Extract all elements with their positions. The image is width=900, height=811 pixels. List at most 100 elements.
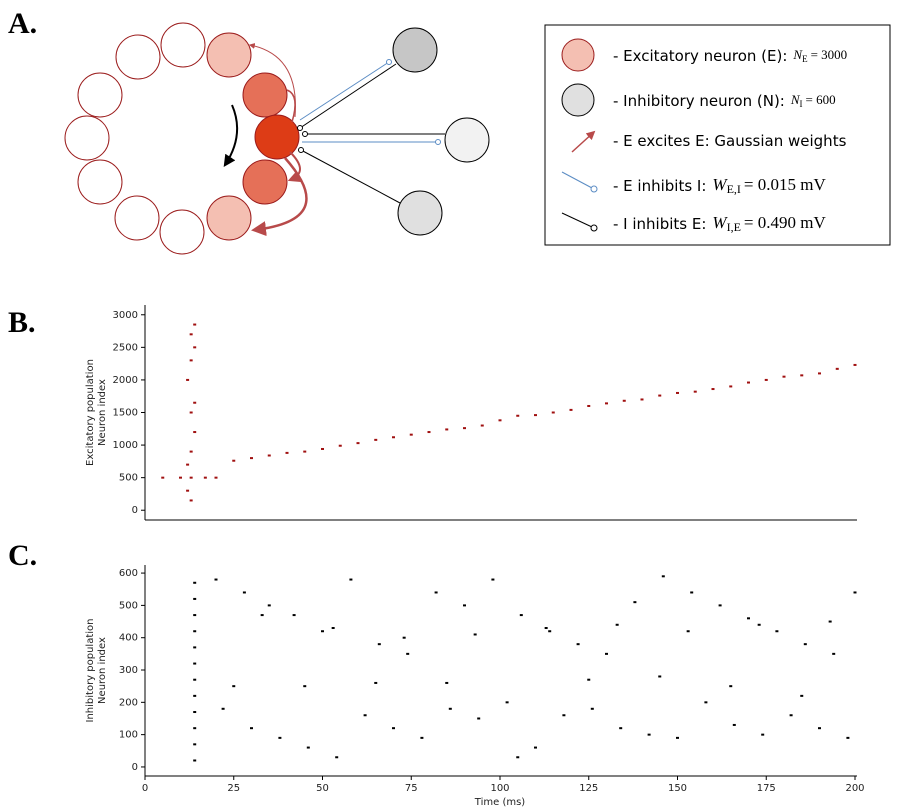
legend-text: - I inhibits E: (613, 215, 706, 233)
spike (349, 578, 353, 581)
spike (622, 399, 626, 402)
spike (775, 630, 779, 633)
spike (534, 414, 537, 417)
spike (193, 401, 197, 404)
spike (477, 717, 481, 720)
y-tick-label: 200 (119, 697, 138, 708)
spike (463, 604, 466, 607)
legend-subscript: I,E (727, 220, 741, 234)
spike (640, 398, 644, 401)
legend-text: - Excitatory neuron (E): (613, 47, 787, 65)
legend-symbol: N (792, 47, 803, 62)
spike (853, 591, 857, 594)
spike (321, 630, 324, 633)
spike (356, 442, 360, 445)
spike (686, 630, 690, 633)
spike (250, 457, 253, 460)
spike (193, 323, 197, 326)
spike (835, 367, 839, 370)
spike (445, 428, 449, 431)
panel-label: B. (8, 306, 36, 339)
spike (161, 476, 165, 479)
x-tick-label: 75 (405, 783, 418, 794)
spike (267, 454, 271, 457)
spike (406, 652, 410, 655)
legend-label: - E inhibits I: WE,I = 0.015 mV (613, 175, 826, 196)
spike (576, 643, 580, 646)
legend-symbol: W (712, 213, 728, 232)
spike (562, 714, 566, 717)
spike (516, 756, 520, 759)
spike (658, 675, 662, 678)
spike (619, 727, 623, 730)
spike (569, 408, 573, 411)
spike (250, 727, 253, 730)
legend-value: = 0.490 mV (744, 213, 827, 232)
spike (647, 733, 651, 736)
spike (505, 701, 509, 704)
network-diagram (64, 22, 490, 255)
spike (757, 623, 761, 626)
spike (285, 451, 289, 454)
spike (232, 459, 236, 462)
spike (338, 444, 342, 447)
spike (186, 489, 190, 492)
spike (193, 662, 197, 665)
spike (615, 623, 619, 626)
spike (633, 601, 637, 604)
spike (193, 614, 197, 617)
spike (189, 476, 193, 479)
legend-symbol: W (712, 175, 728, 194)
spike (306, 746, 310, 749)
y-tick-label: 2000 (113, 375, 138, 386)
spike (193, 678, 197, 681)
spike (186, 463, 190, 466)
legend-label: - Inhibitory neuron (N): NI = 600 (613, 92, 836, 110)
spike (292, 614, 296, 617)
legend-value: = 3000 (811, 47, 848, 62)
spike (434, 591, 438, 594)
spike (193, 743, 197, 746)
spike (732, 723, 736, 726)
spike (658, 394, 662, 397)
y-tick-label: 0 (132, 505, 138, 516)
spike (491, 578, 495, 581)
spike (544, 627, 548, 630)
x-tick-label: 50 (316, 783, 329, 794)
spike (448, 707, 452, 710)
legend (544, 24, 891, 246)
spike (676, 391, 679, 394)
legend-symbol: N (790, 92, 801, 107)
spike (203, 476, 207, 479)
legend-text: - E excites E: Gaussian weights (613, 132, 847, 150)
y-tick-label: 3000 (113, 310, 138, 321)
spike (374, 438, 378, 441)
spike (193, 431, 197, 434)
y-tick-label: 2500 (113, 342, 138, 353)
spike (232, 685, 236, 688)
x-tick-label: 100 (490, 783, 509, 794)
spike (363, 714, 367, 717)
spike (800, 374, 804, 377)
spike (828, 620, 832, 623)
spike (193, 711, 197, 714)
panel-label: A. (8, 7, 37, 40)
spike (498, 419, 502, 422)
y-tick-label: 300 (119, 665, 138, 676)
y-tick-label: 1000 (113, 440, 138, 451)
spike (193, 346, 197, 349)
spike (463, 427, 466, 430)
spike (377, 643, 381, 646)
spike (189, 333, 193, 336)
spike (690, 591, 694, 594)
spike (551, 411, 555, 414)
spike (818, 372, 821, 375)
spike (516, 414, 520, 417)
spike (193, 581, 197, 584)
spike (186, 378, 190, 381)
legend-label: - Excitatory neuron (E): NE = 3000 (613, 47, 847, 65)
spike (693, 390, 697, 393)
y-tick-label: 500 (119, 473, 138, 484)
spike (846, 736, 850, 739)
spike (782, 375, 786, 378)
